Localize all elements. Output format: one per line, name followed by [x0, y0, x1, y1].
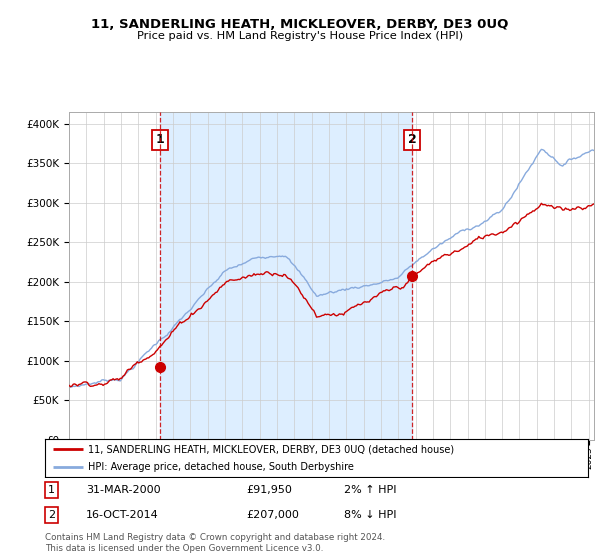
Text: Price paid vs. HM Land Registry's House Price Index (HPI): Price paid vs. HM Land Registry's House …: [137, 31, 463, 41]
Text: 2: 2: [407, 133, 416, 146]
Text: 1: 1: [48, 485, 55, 495]
Text: 1: 1: [155, 133, 164, 146]
Text: Contains HM Land Registry data © Crown copyright and database right 2024.
This d: Contains HM Land Registry data © Crown c…: [45, 533, 385, 553]
Text: £91,950: £91,950: [246, 485, 292, 495]
Text: 11, SANDERLING HEATH, MICKLEOVER, DERBY, DE3 0UQ: 11, SANDERLING HEATH, MICKLEOVER, DERBY,…: [91, 18, 509, 31]
Text: HPI: Average price, detached house, South Derbyshire: HPI: Average price, detached house, Sout…: [88, 462, 355, 472]
Text: 11, SANDERLING HEATH, MICKLEOVER, DERBY, DE3 0UQ (detached house): 11, SANDERLING HEATH, MICKLEOVER, DERBY,…: [88, 444, 455, 454]
Text: £207,000: £207,000: [246, 510, 299, 520]
Text: 31-MAR-2000: 31-MAR-2000: [86, 485, 160, 495]
Text: 2: 2: [48, 510, 55, 520]
Bar: [160, 112, 412, 440]
Text: 2% ↑ HPI: 2% ↑ HPI: [344, 485, 396, 495]
Text: 8% ↓ HPI: 8% ↓ HPI: [344, 510, 396, 520]
Text: 16-OCT-2014: 16-OCT-2014: [86, 510, 158, 520]
